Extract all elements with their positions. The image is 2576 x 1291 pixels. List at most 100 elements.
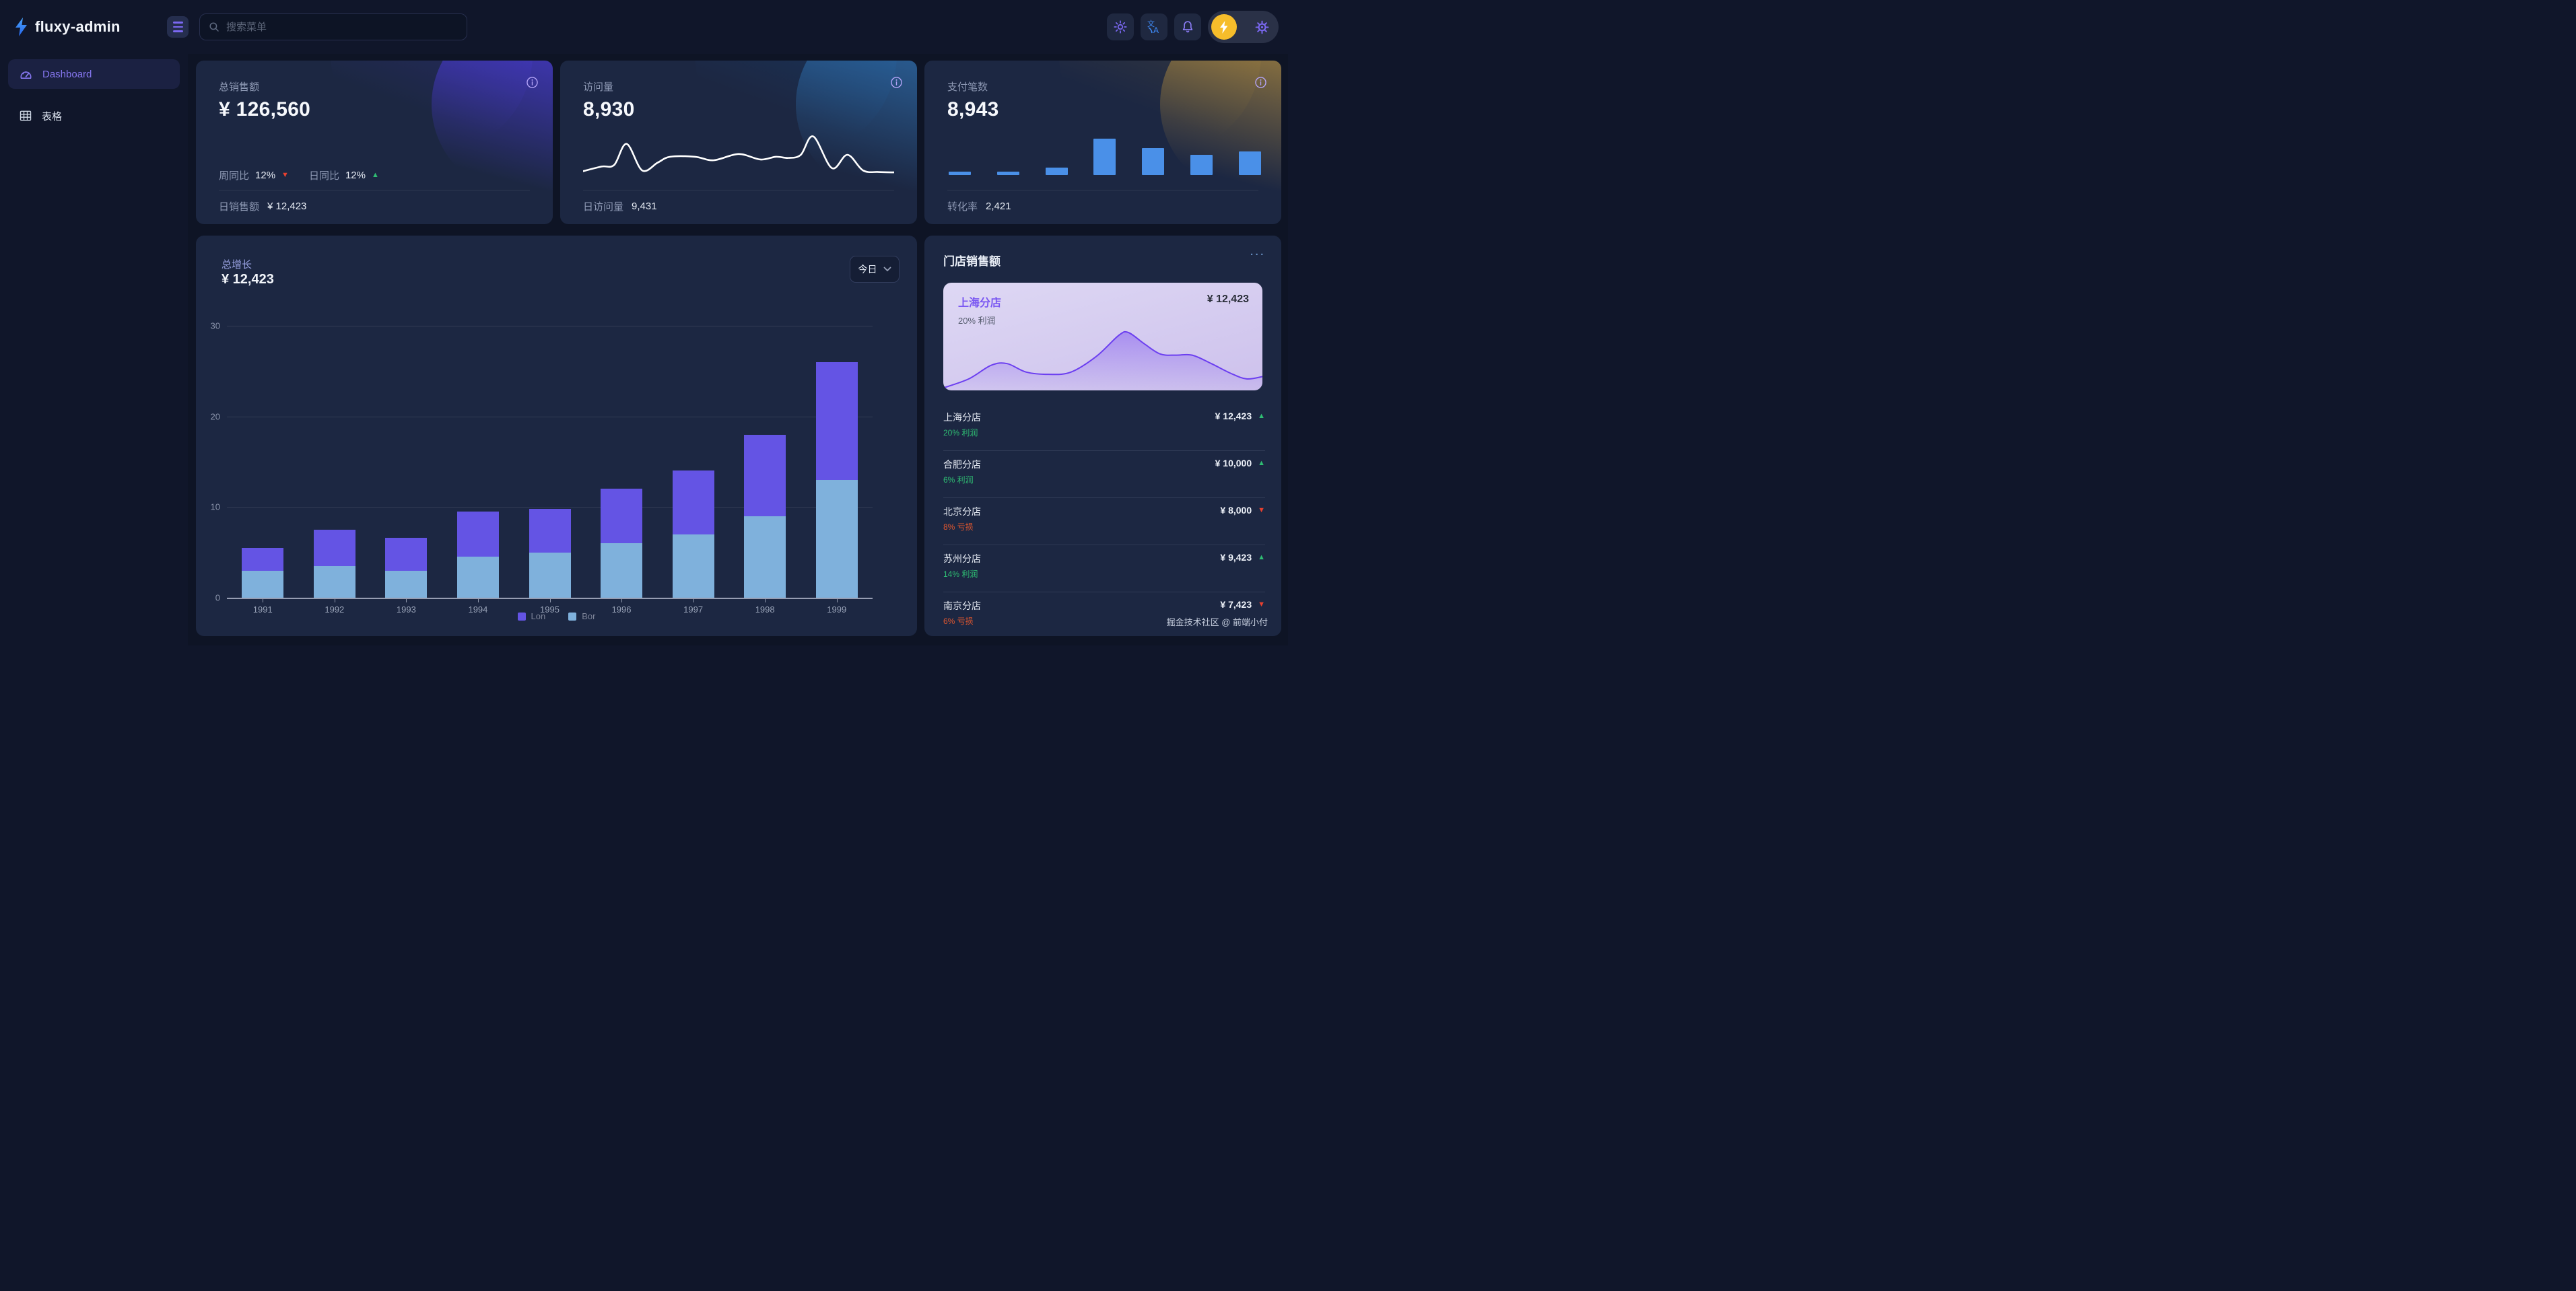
y-axis-label: 0 [215,592,220,603]
stat-meta-row: 周同比 12% ▼ 日同比 12% ▲ [219,168,379,182]
store-value-group: ¥ 12,423 ▲ [1215,411,1265,421]
avatar[interactable] [1211,14,1237,40]
stat-title: 访问量 [583,81,614,93]
store-list: 上海分店 20% 利润 ¥ 12,423 ▲ 合肥分店 6% 利润 ¥ 10,000 ▲ 北京分… [943,404,1265,636]
legend-item-bor[interactable]: Bor [568,611,595,621]
highlight-store-name: 上海分店 [958,298,1002,309]
search-input[interactable] [226,21,459,33]
y-axis-label: 10 [210,501,220,512]
x-axis-label: 1999 [827,604,847,615]
highlight-store-value: ¥ 12,423 [1207,293,1249,305]
x-axis-label: 1993 [396,604,416,615]
stat-value: ¥ 126,560 [219,98,311,120]
sidebar-item-dashboard[interactable]: Dashboard [8,59,180,89]
search-bar[interactable] [199,13,467,40]
header: fluxy-admin 文 A [0,0,1288,54]
store-highlight-card[interactable]: 上海分店 ¥ 12,423 20% 利润 [943,283,1262,390]
x-axis-label: 1998 [755,604,775,615]
info-icon[interactable] [889,75,904,90]
more-options-button[interactable]: ... [1250,244,1265,258]
sidebar-item-table[interactable]: 表格 [8,101,180,131]
language-button[interactable]: 文 A [1141,13,1167,40]
store-row[interactable]: 南京分店 6% 亏损 ¥ 7,423 ▼ [943,592,1265,636]
store-percent: 8% 亏损 [943,522,974,532]
grid-line [227,507,873,508]
store-name: 南京分店 [943,600,981,611]
store-value-group: ¥ 8,000 ▼ [1220,505,1265,516]
growth-stacked-bar-chart: 0 10 20 30 1991 1992 1993 1994 1995 1996 1997 1998 1… [196,236,917,636]
theme-toggle-button[interactable] [1107,13,1134,40]
store-row[interactable]: 合肥分店 6% 利润 ¥ 10,000 ▲ [943,451,1265,498]
bar-segment-lon [744,434,786,516]
mini-bar [996,171,1019,175]
bar-segment-lon [529,509,571,553]
bar-segment-bor [601,543,643,598]
trend-arrow: ▲ [1258,411,1265,420]
store-value: ¥ 9,423 [1220,552,1252,563]
y-axis-label: 30 [210,320,220,331]
bar-segment-bor [385,570,428,598]
stat-footer: 日销售额 ¥ 12,423 [219,201,307,213]
gear-icon[interactable] [1254,20,1270,35]
store-percent: 6% 亏损 [943,617,974,626]
bell-icon [1182,21,1193,33]
sidebar: Dashboard 表格 [0,54,188,646]
store-name: 北京分店 [943,506,981,517]
table-icon [20,110,32,121]
store-percent: 20% 利润 [943,428,978,438]
stat-card-payments: 支付笔数 8,943 转化率 2,421 [924,61,1281,224]
bar-segment-bor [815,479,858,598]
lightning-logo-icon [15,18,27,36]
info-icon[interactable] [525,75,539,90]
meta-day: 日同比 12% ▲ [308,170,379,182]
stat-value: 8,943 [947,98,999,120]
bar-segment-bor [313,565,355,598]
bar-segment-lon [313,530,355,566]
mini-bar [1142,147,1165,175]
search-icon [209,22,219,32]
growth-title: 总增长 [222,259,252,271]
stat-footer: 日访问量 9,431 [583,201,657,213]
store-row[interactable]: 上海分店 20% 利润 ¥ 12,423 ▲ [943,404,1265,451]
store-row[interactable]: 苏州分店 14% 利润 ¥ 9,423 ▲ [943,545,1265,592]
app-title: fluxy-admin [35,18,121,35]
x-axis-label: 1997 [683,604,704,615]
stat-title: 支付笔数 [947,81,988,93]
x-axis-tick [477,599,479,602]
translate-icon: 文 A [1147,19,1159,35]
store-name: 合肥分店 [943,459,981,470]
legend-label: Bor [582,611,596,621]
stat-title: 总销售额 [219,81,260,93]
menu-toggle-button[interactable] [167,16,189,38]
stat-footer: 转化率 2,421 [947,201,1011,213]
bar-segment-bor [744,516,786,598]
y-axis-label: 20 [210,411,220,422]
legend-item-lon[interactable]: Lon [517,611,545,621]
bar-segment-lon [672,470,714,534]
bar-segment-bor [242,570,284,598]
dashboard-gauge-icon [20,71,32,79]
bar-segment-lon [815,361,858,480]
store-row[interactable]: 北京分店 8% 亏损 ¥ 8,000 ▼ [943,498,1265,545]
info-icon[interactable] [1254,75,1268,90]
bar-segment-lon [601,489,643,544]
mini-bar [1093,139,1116,175]
notifications-button[interactable] [1174,13,1201,40]
bar-segment-lon [385,538,428,571]
mini-bar [1238,151,1261,175]
lightning-avatar-icon [1220,20,1228,34]
x-axis-label: 1994 [468,604,488,615]
decorative-circle [331,61,533,155]
store-name: 上海分店 [943,412,981,423]
user-settings-pill[interactable] [1208,11,1279,43]
mini-bar [1045,168,1068,175]
store-area-chart [943,330,1262,390]
app-logo: fluxy-admin [13,0,121,54]
trend-arrow: ▼ [1258,505,1265,514]
sidebar-item-label: Dashboard [42,68,92,80]
store-sales-card: 门店销售额 ... 上海分店 ¥ 12,423 20% 利润 上海分店 20% 利… [924,236,1281,636]
svg-text:文: 文 [1147,19,1155,28]
date-range-dropdown[interactable]: 今日 [850,256,900,283]
visits-sparkline-chart [583,133,894,176]
stat-value: 8,930 [583,98,635,120]
